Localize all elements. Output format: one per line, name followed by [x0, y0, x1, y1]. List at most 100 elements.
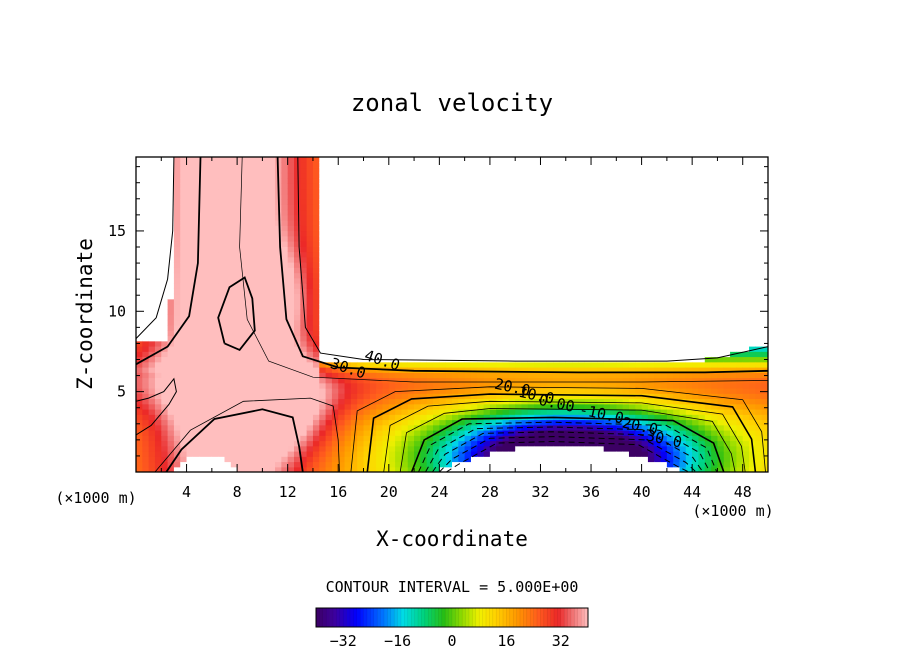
contour-cell [521, 241, 529, 247]
contour-cell [515, 325, 523, 331]
contour-cell [610, 403, 617, 410]
contour-cell [180, 409, 188, 415]
contour-cell [180, 283, 188, 289]
contour-cell [470, 377, 478, 384]
contour-cell [161, 214, 169, 221]
contour-cell [142, 230, 150, 237]
contour-cell [388, 220, 396, 226]
contour-cell [572, 209, 579, 216]
contour-cell [350, 209, 358, 216]
contour-cell [572, 461, 579, 468]
contour-cell [173, 298, 181, 305]
contour-cell [205, 251, 213, 258]
contour-cell [312, 382, 320, 389]
contour-cell [357, 230, 365, 237]
contour-cell [376, 304, 384, 310]
contour-cell [660, 440, 668, 447]
contour-cell [464, 256, 472, 263]
contour-cell [388, 157, 396, 163]
contour-cell [470, 167, 478, 174]
contour-cell [470, 193, 478, 200]
contour-cell [407, 325, 415, 331]
contour-cell [407, 346, 415, 352]
contour-cell [173, 361, 181, 368]
contour-cell [338, 409, 346, 415]
contour-cell [559, 256, 567, 263]
contour-cell [249, 288, 257, 295]
contour-cell [420, 456, 428, 463]
contour-cell [559, 188, 567, 195]
contour-cell [230, 209, 238, 216]
contour-cell [388, 398, 396, 405]
contour-cell [142, 209, 150, 216]
contour-cell [483, 193, 491, 200]
contour-cell [647, 162, 655, 169]
contour-cell [230, 351, 238, 358]
contour-cell [237, 419, 245, 426]
contour-cell [445, 157, 453, 163]
contour-cell [154, 361, 162, 368]
contour-cell [186, 178, 194, 184]
contour-cell [527, 277, 535, 284]
contour-cell [256, 199, 263, 205]
contour-cell [148, 183, 156, 190]
contour-cell [167, 225, 175, 232]
contour-cell [262, 277, 270, 284]
contour-cell [553, 314, 561, 321]
contour-cell [610, 466, 617, 472]
contour-cell [148, 351, 156, 358]
contour-cell [553, 340, 561, 347]
contour-cell [199, 199, 207, 205]
contour-cell [300, 325, 308, 331]
contour-cell [464, 267, 472, 274]
contour-cell [199, 172, 207, 179]
contour-cell [553, 430, 561, 436]
contour-cell [496, 214, 504, 221]
contour-cell [294, 172, 301, 179]
contour-cell [641, 445, 649, 452]
contour-cell [635, 346, 643, 352]
contour-cell [534, 172, 542, 179]
contour-cell [148, 325, 156, 331]
contour-cell [363, 157, 371, 163]
contour-cell [136, 162, 143, 169]
contour-cell [622, 388, 630, 394]
contour-cell [136, 225, 143, 232]
contour-cell [565, 246, 573, 253]
contour-cell [622, 220, 630, 226]
contour-cell [572, 451, 579, 457]
contour-cell [521, 377, 529, 384]
contour-cell [249, 293, 257, 300]
contour-cell [243, 183, 251, 190]
contour-cell [559, 235, 567, 242]
contour-cell [148, 214, 156, 221]
contour-cell [363, 314, 371, 321]
contour-cell [534, 204, 542, 211]
contour-cell [591, 409, 598, 415]
contour-cell [205, 298, 213, 305]
contour-cell [256, 456, 263, 463]
contour-cell [489, 220, 497, 226]
contour-cell [369, 277, 377, 284]
contour-cell [369, 325, 377, 331]
contour-cell [414, 172, 421, 179]
contour-cell [167, 330, 175, 337]
contour-cell [224, 272, 232, 279]
contour-cell [591, 246, 598, 253]
contour-cell [508, 466, 516, 472]
contour-cell [553, 440, 561, 447]
contour-cell [205, 325, 213, 331]
contour-cell [521, 388, 529, 394]
contour-cell [489, 335, 497, 342]
contour-cell [496, 262, 504, 268]
contour-cell [445, 351, 453, 358]
contour-cell [572, 440, 579, 447]
contour-cell [192, 346, 200, 352]
contour-cell [439, 346, 447, 352]
contour-cell [173, 372, 181, 379]
contour-cell [660, 461, 668, 468]
contour-cell [584, 178, 592, 184]
contour-cell [281, 393, 289, 400]
contour-cell [540, 267, 548, 274]
contour-cell [275, 330, 282, 337]
